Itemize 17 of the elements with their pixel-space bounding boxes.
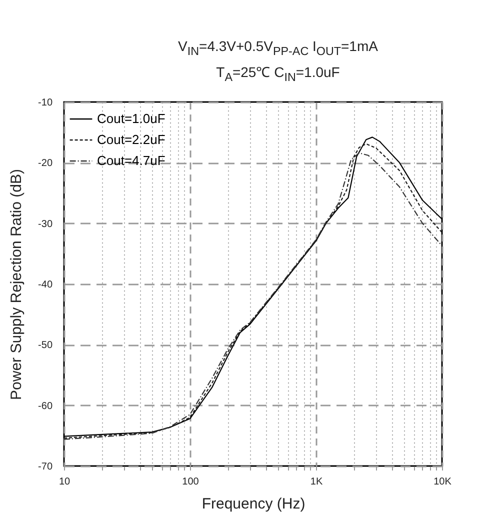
x-tick-label: 10	[58, 476, 70, 488]
x-tick-label: 100	[182, 476, 200, 488]
x-tick-label: 10K	[434, 476, 452, 488]
y-tick-label: -40	[38, 280, 53, 290]
y-axis-title: Power Supply Rejection Ratio (dB)	[8, 169, 26, 400]
y-tick-label: -70	[38, 462, 53, 472]
legend-label: Cout=4.7uF	[97, 153, 166, 168]
legend-label: Cout=1.0uF	[97, 111, 166, 126]
y-tick-label: -60	[38, 400, 53, 412]
y-tick-label: -30	[38, 218, 53, 230]
x-tick-label: 1K	[310, 476, 323, 488]
y-tick-label: -50	[38, 340, 53, 352]
legend-label: Cout=2.2uF	[97, 132, 166, 147]
y-tick-label: -20	[38, 158, 53, 170]
text: V$_{IN}$=4.3V+0.5V$_{PP-AC}$ I$_{OUT}$=1mA T$_{A}$=25℃ C$_{IN}$=1.0uF	[178, 38, 378, 84]
y-tick-label: -10	[38, 98, 53, 108]
x-axis-title: Frequency (Hz)	[202, 496, 306, 512]
